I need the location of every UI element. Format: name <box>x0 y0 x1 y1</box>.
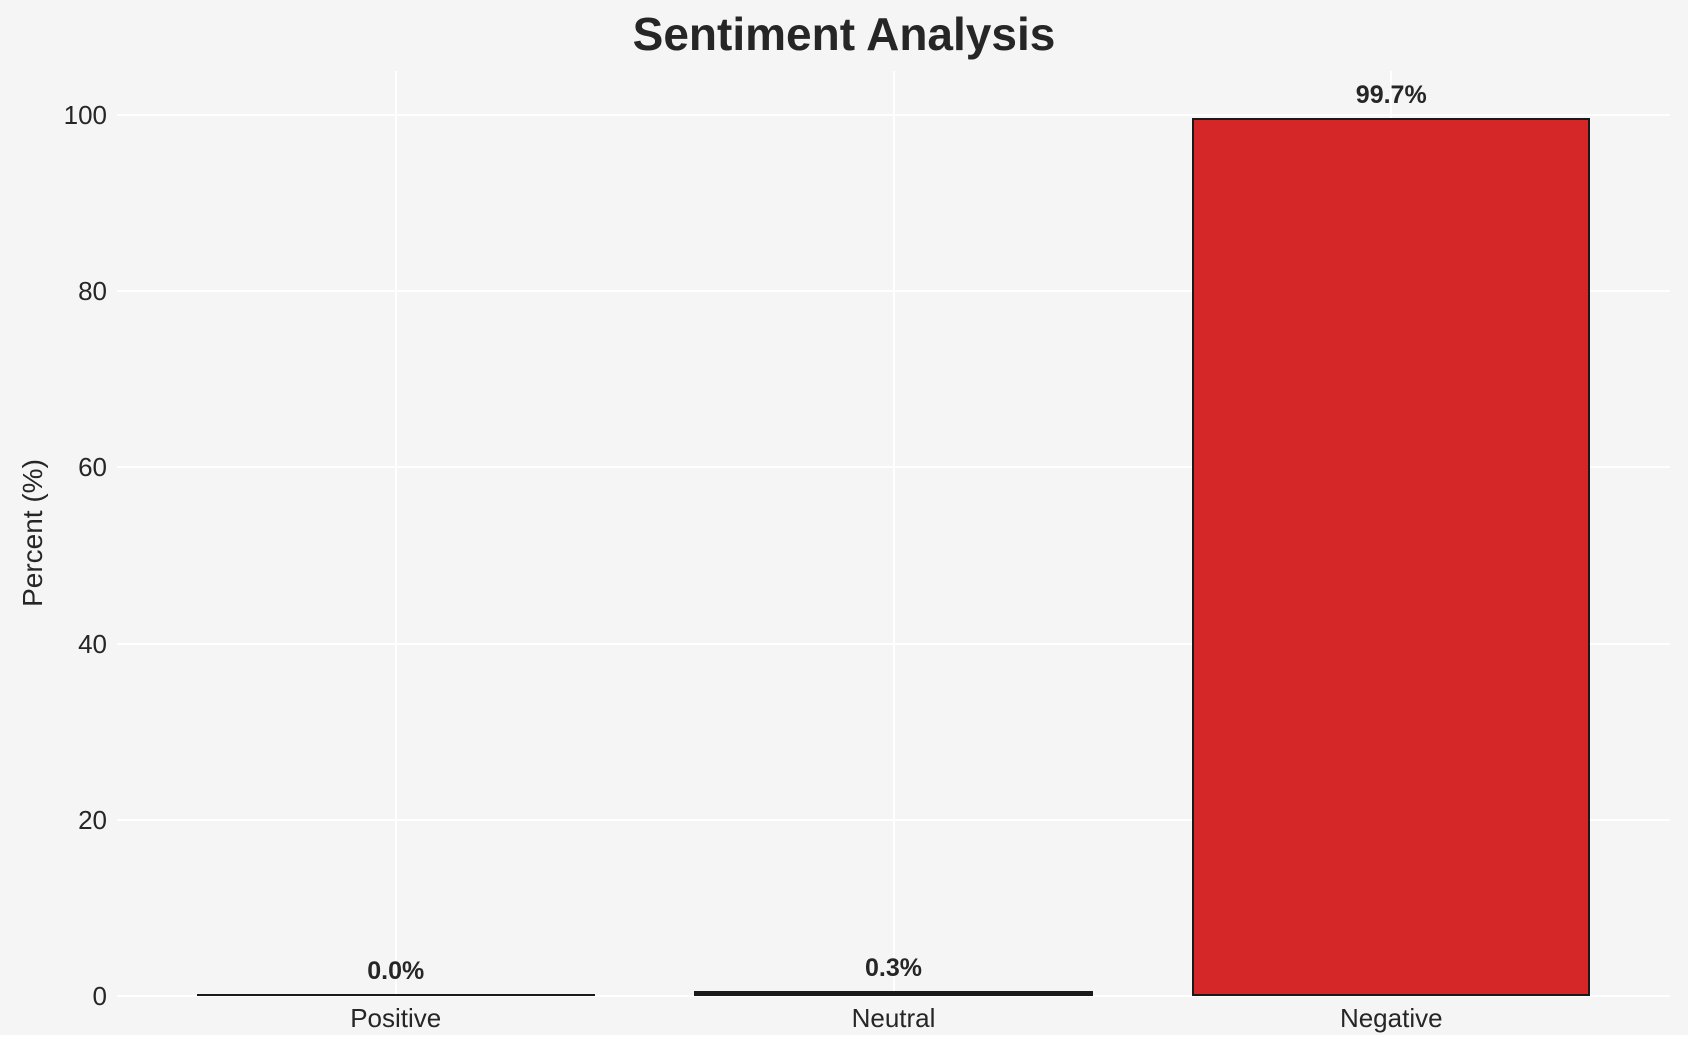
gridline-vertical-positive <box>394 71 397 996</box>
value-label-negative: 99.7% <box>1355 80 1427 109</box>
bar-positive <box>196 994 595 996</box>
ytick-label-40: 40 <box>78 628 107 659</box>
xtick-label-positive: Positive <box>350 1003 442 1033</box>
xtick-label-neutral: Neutral <box>851 1003 936 1033</box>
value-label-positive: 0.0% <box>367 957 425 986</box>
xtick-label-negative: Negative <box>1339 1003 1443 1033</box>
ytick-label-0: 0 <box>92 981 107 1011</box>
ytick-label-60: 60 <box>78 452 107 483</box>
chart-title: Sentiment Analysis <box>632 8 1056 60</box>
y-axis-label: Percent (%) <box>17 459 48 607</box>
bar-negative <box>1192 117 1591 996</box>
ytick-label-100: 100 <box>63 100 107 131</box>
gridline-vertical-neutral <box>892 71 895 996</box>
plot-area: 0.0% 0.3% 99.7% <box>117 71 1670 997</box>
value-label-neutral: 0.3% <box>865 954 922 983</box>
gridline-horizontal-0 <box>117 995 1670 997</box>
ytick-label-80: 80 <box>78 276 107 307</box>
ytick-label-20: 20 <box>78 804 107 835</box>
bar-neutral <box>694 991 1093 996</box>
